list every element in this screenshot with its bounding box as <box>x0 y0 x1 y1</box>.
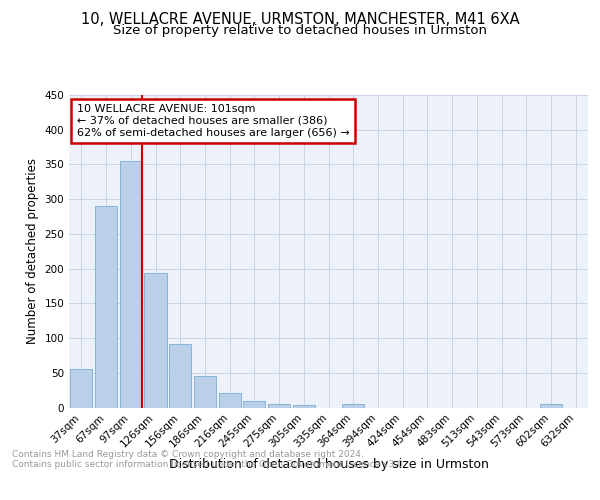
X-axis label: Distribution of detached houses by size in Urmston: Distribution of detached houses by size … <box>169 458 488 470</box>
Bar <box>268 404 290 407</box>
Text: Contains HM Land Registry data © Crown copyright and database right 2024.
Contai: Contains HM Land Registry data © Crown c… <box>12 450 406 469</box>
Bar <box>145 274 167 407</box>
Text: Size of property relative to detached houses in Urmston: Size of property relative to detached ho… <box>113 24 487 37</box>
Bar <box>169 344 191 408</box>
Text: 10, WELLACRE AVENUE, URMSTON, MANCHESTER, M41 6XA: 10, WELLACRE AVENUE, URMSTON, MANCHESTER… <box>80 12 520 28</box>
Bar <box>119 161 142 408</box>
Bar <box>218 393 241 407</box>
Bar <box>540 404 562 407</box>
Text: 10 WELLACRE AVENUE: 101sqm
← 37% of detached houses are smaller (386)
62% of sem: 10 WELLACRE AVENUE: 101sqm ← 37% of deta… <box>77 104 350 138</box>
Bar <box>95 206 117 408</box>
Y-axis label: Number of detached properties: Number of detached properties <box>26 158 39 344</box>
Bar <box>293 404 315 407</box>
Bar <box>194 376 216 408</box>
Bar <box>70 370 92 408</box>
Bar <box>342 404 364 407</box>
Bar <box>243 400 265 407</box>
